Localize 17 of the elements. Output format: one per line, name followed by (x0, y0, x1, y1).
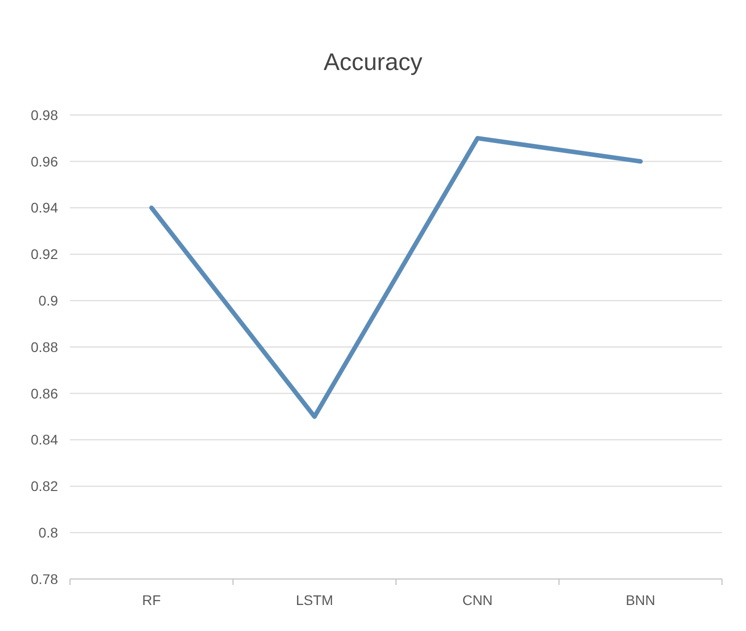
y-tick-label: 0.92 (30, 246, 58, 262)
y-tick-label: 0.94 (30, 200, 58, 216)
y-tick-label: 0.8 (38, 524, 58, 540)
y-tick-label: 0.82 (30, 478, 58, 494)
y-tick-label: 0.9 (38, 292, 58, 308)
x-tick-label: RF (142, 592, 161, 608)
line-series (149, 136, 643, 419)
chart-title: Accuracy (324, 49, 422, 76)
y-tick-label: 0.86 (30, 385, 58, 402)
y-tick-label: 0.78 (30, 570, 58, 587)
y-tick-label: 0.98 (30, 106, 58, 123)
y-tick-label: 0.84 (30, 432, 58, 448)
x-tick-label: LSTM (296, 592, 334, 608)
x-tick-label: BNN (626, 592, 656, 608)
x-tick-label: CNN (462, 592, 493, 608)
y-tick-label: 0.88 (30, 338, 58, 355)
y-tick-label: 0.96 (30, 153, 58, 170)
